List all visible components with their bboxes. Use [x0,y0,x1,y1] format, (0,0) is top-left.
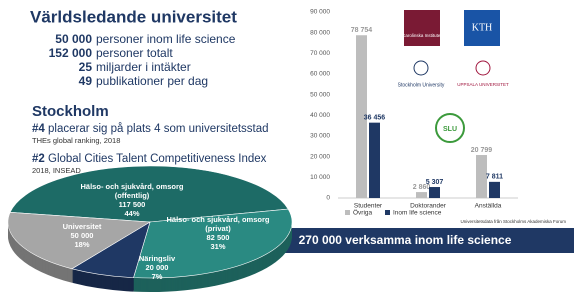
legend-label: Övriga [353,209,373,217]
y-tick-label: 70 000 [310,50,330,57]
slice-name: Hälso- och sjukvård, omsorg (privat) [166,215,270,233]
logo-text: Karolinska Institutet [402,33,442,38]
stat-number: 152 000 [49,46,93,60]
ranking: #4 placerar sig på plats 4 som universit… [32,123,269,135]
ranking-source: THEs global ranking, 2018 [32,136,120,145]
stockholm-title: Stockholm [32,103,109,120]
slice-name: Universitet [62,222,102,231]
x-tick-label: Anställda [475,203,502,210]
ranking-source: 2018, INSEAD [32,166,81,175]
banner-text: 270 000 verksamma inom life science [299,233,512,247]
y-tick-label: 20 000 [310,153,330,160]
logo-slu [435,113,465,143]
pie-label: Näringsliv 20 000 7% [102,254,212,281]
legend-swatch [385,210,390,215]
pie-label: Hälso- och sjukvård, omsorg (privat) 82 5… [163,215,273,251]
bar [356,35,367,199]
slice-name: Näringsliv [138,254,176,263]
y-tick-label: 0 [326,195,330,202]
logo-su [413,60,429,76]
rank-text: Global Cities Talent Competitiveness Ind… [48,153,267,165]
pie-label: Universitet 50 000 18% [27,222,137,249]
pie-slice [9,165,289,223]
legend-label: Inom life science [393,210,442,217]
stat-text: personer inom life science [96,32,236,46]
bar [476,155,487,198]
pie-label: Hälso- och sjukvård, omsorg (offentlig) 1… [77,182,187,218]
y-tick-label: 90 000 [310,9,330,16]
stat-number: 25 [79,60,93,74]
logo-uu [475,60,491,76]
y-tick-label: 10 000 [310,174,330,181]
y-tick-label: 30 000 [310,133,330,140]
logo-kth [464,10,500,46]
slice-value: 50 000 [70,231,94,240]
stat-text: publikationer per dag [96,74,208,88]
stat-number: 49 [79,74,93,88]
rank: #2 [32,153,45,165]
slice-percent: 18% [74,240,90,249]
y-tick-label: 60 000 [310,71,330,78]
bar [489,181,500,198]
x-tick-label: Studenter [354,203,383,210]
logo-ki [404,10,440,46]
value-label: 5 307 [426,179,444,186]
stat-text: miljarder i intäkter [96,60,191,74]
slice-value: 117 500 [118,200,146,209]
slice-percent: 7% [151,272,163,281]
slice-percent: 44% [124,209,140,218]
value-label: 2 860 [413,184,431,191]
bar [429,187,440,198]
slice-name: Hälso- och sjukvård, omsorg (offentlig) [80,182,184,200]
pie-slice [133,208,293,279]
value-label: 20 799 [471,147,493,154]
logo-text: UPPSALA UNIVERSITET [457,82,509,87]
pie-slice [7,211,151,270]
y-tick-label: 80 000 [310,29,330,36]
slice-percent: 31% [210,242,226,251]
title: Världsledande universitet [30,7,237,26]
x-tick-label: Doktorander [410,203,447,210]
logo-text: KTH [472,22,493,33]
logo-text: SLU [443,126,457,133]
value-label: 36 456 [364,115,386,122]
value-label: 7 811 [486,174,503,181]
y-tick-label: 40 000 [310,112,330,119]
rank: #4 [32,123,45,135]
slice-value: 20 000 [145,263,169,272]
logo-text: Stockholm University [398,82,445,88]
bar [416,192,427,198]
value-label: 78 754 [351,27,373,34]
ranking: #2 Global Cities Talent Competitiveness … [32,153,267,165]
rank-text: placerar sig på plats 4 som universitets… [48,123,269,135]
stat-number: 50 000 [55,32,92,46]
stat-text: personer totalt [96,46,173,60]
y-tick-label: 50 000 [310,91,330,98]
slice-value: 82 500 [206,233,230,242]
bar [369,122,380,198]
source: Universitetsdata från Stockholms Akademi… [460,218,566,224]
legend-swatch [345,210,350,215]
